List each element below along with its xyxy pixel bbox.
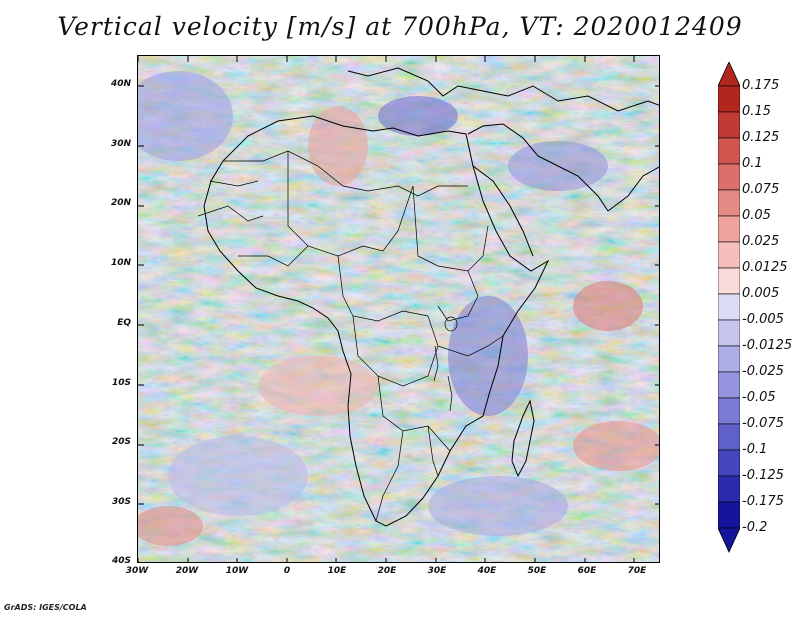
lon-label-30w: 30W [125, 566, 149, 576]
colorbar-segment [718, 85, 740, 113]
lon-label-40e: 40E [477, 566, 497, 576]
lon-label-70e: 70E [627, 566, 647, 576]
colorbar-bottom-arrow [718, 527, 740, 553]
lon-label-20e: 20E [377, 566, 397, 576]
colorbar-label: 0.075 [742, 182, 780, 197]
colorbar-label: -0.1 [742, 442, 768, 457]
colorbar-segment [718, 241, 740, 269]
lat-label-30n: 30N [110, 139, 131, 149]
colorbar-label: 0.05 [742, 208, 771, 223]
lon-label-50e: 50E [527, 566, 547, 576]
tick-marks [138, 56, 659, 562]
colorbar-label: -0.2 [742, 520, 768, 535]
lon-label-0: 0 [283, 566, 291, 576]
colorbar-top-arrow [718, 62, 740, 87]
vertical-velocity-map [138, 56, 659, 562]
colorbar-segment [718, 371, 740, 399]
colorbar-label: -0.175 [742, 494, 784, 509]
colorbar-segment [718, 267, 740, 295]
lakes [433, 316, 458, 412]
colorbar-label: -0.125 [742, 468, 784, 483]
lat-label-40n: 40N [110, 79, 131, 89]
colorbar-segment [718, 163, 740, 191]
colorbar-label: 0.0125 [742, 260, 788, 275]
credit-text: GrADS: IGES/COLA [4, 603, 87, 612]
lon-label-20w: 20W [175, 566, 199, 576]
lon-label-60e: 60E [577, 566, 597, 576]
map-panel [137, 55, 660, 563]
colorbar-segment [718, 345, 740, 373]
colorbar-label: 0.1 [742, 156, 763, 171]
colorbar-segment [718, 189, 740, 217]
lat-label-20s: 20S [111, 437, 131, 447]
colorbar-label: -0.025 [742, 364, 784, 379]
colorbar-segment [718, 137, 740, 165]
colorbar-label: 0.025 [742, 234, 780, 249]
colorbar-label: 0.125 [742, 130, 780, 145]
lon-label-10e: 10E [327, 566, 347, 576]
colorbar-segment [718, 449, 740, 477]
colorbar-segment [718, 501, 740, 529]
lat-label-20n: 20N [110, 198, 131, 208]
colorbar-label: 0.15 [742, 104, 771, 119]
lat-label-10s: 10S [111, 378, 131, 388]
colorbar-segment [718, 215, 740, 243]
lat-label-30s: 30S [111, 497, 131, 507]
colorbar-label: -0.075 [742, 416, 784, 431]
colorbar-segment [718, 475, 740, 503]
colorbar-segment [718, 293, 740, 321]
lat-label-10n: 10N [110, 258, 131, 268]
field-patches [138, 71, 659, 546]
colorbar-segment [718, 319, 740, 347]
colorbar-label: -0.005 [742, 312, 784, 327]
lon-label-10w: 10W [225, 566, 249, 576]
colorbar-segment [718, 397, 740, 425]
country-borders [197, 150, 504, 522]
lat-label-40s: 40S [111, 556, 131, 566]
lon-label-30e: 30E [427, 566, 447, 576]
colorbar-label: -0.05 [742, 390, 776, 405]
colorbar-label: -0.0125 [742, 338, 793, 353]
lat-label-eq: EQ [117, 318, 131, 328]
colorbar-segment [718, 423, 740, 451]
colorbar-label: 0.005 [742, 286, 780, 301]
colorbar-segment [718, 111, 740, 139]
colorbar [718, 62, 740, 553]
map-title: Vertical velocity [m/s] at 700hPa, VT: 2… [57, 12, 743, 41]
colorbar-label: 0.175 [742, 78, 780, 93]
